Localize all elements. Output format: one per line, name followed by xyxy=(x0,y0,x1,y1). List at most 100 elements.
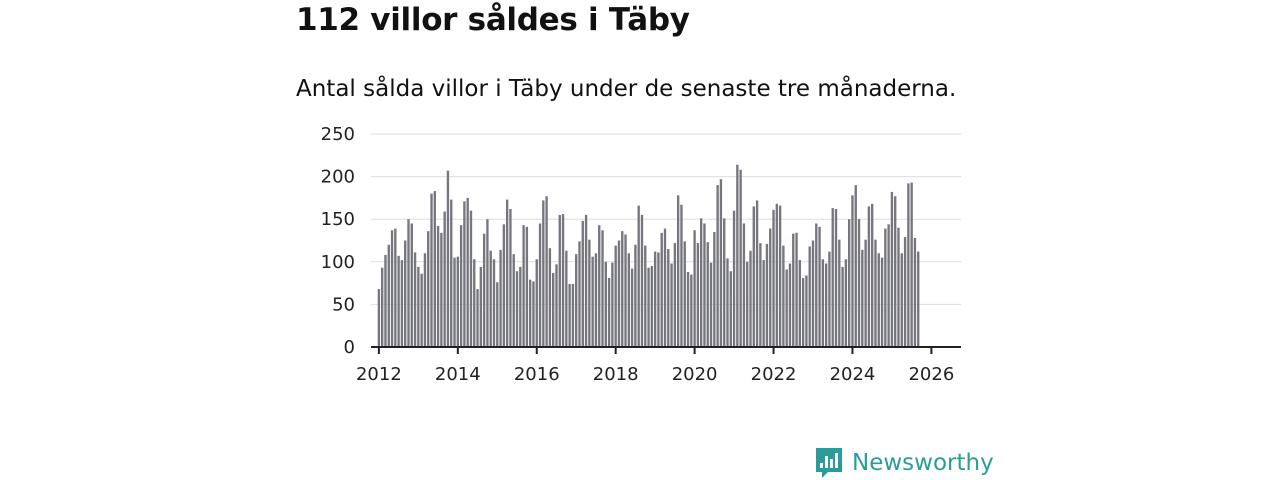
bar xyxy=(890,191,894,347)
bar xyxy=(811,240,815,347)
bar xyxy=(831,208,834,347)
bar xyxy=(466,197,469,347)
bar xyxy=(874,239,877,347)
bar xyxy=(486,219,489,347)
bar xyxy=(653,251,657,347)
bar xyxy=(847,219,851,347)
bar xyxy=(584,214,588,347)
y-axis-ticks: 0 50 100 150 200 250 xyxy=(321,124,355,358)
bar xyxy=(575,254,578,347)
bar xyxy=(443,211,446,347)
bar xyxy=(716,185,719,347)
bar xyxy=(650,266,654,347)
bar xyxy=(798,260,802,347)
bar xyxy=(630,268,634,347)
bar xyxy=(640,214,644,347)
bar xyxy=(693,230,696,347)
bar xyxy=(683,241,686,347)
bar xyxy=(910,182,913,347)
bar xyxy=(614,245,617,347)
bar xyxy=(742,223,746,347)
bar xyxy=(634,244,637,347)
bar xyxy=(502,224,506,347)
bar xyxy=(917,251,920,347)
y-tick-label: 100 xyxy=(321,252,355,273)
bar xyxy=(788,263,792,347)
bar xyxy=(568,283,571,347)
bar xyxy=(851,195,854,347)
y-tick-label: 150 xyxy=(321,209,355,230)
bar xyxy=(611,262,614,347)
bar xyxy=(607,277,611,347)
bar xyxy=(624,234,627,347)
bar xyxy=(555,264,558,347)
bar xyxy=(413,252,417,347)
bar xyxy=(532,281,535,347)
bar xyxy=(759,243,762,347)
bar xyxy=(561,214,565,347)
bar xyxy=(397,255,400,347)
bar xyxy=(709,262,713,347)
bar xyxy=(861,249,864,347)
bar xyxy=(864,239,867,347)
bar xyxy=(601,230,604,347)
bar xyxy=(726,258,729,347)
bar xyxy=(736,164,739,347)
bar xyxy=(519,266,522,347)
bar xyxy=(755,200,759,347)
bar xyxy=(377,289,381,347)
bar xyxy=(565,250,568,347)
bar xyxy=(627,253,631,347)
bar xyxy=(841,266,844,347)
bar xyxy=(548,248,552,347)
bar xyxy=(818,226,821,347)
bar xyxy=(907,183,910,347)
bar xyxy=(824,263,828,347)
bar xyxy=(621,231,624,347)
bar xyxy=(417,266,420,347)
bar xyxy=(696,243,700,347)
bar xyxy=(598,225,601,347)
bar xyxy=(552,272,555,347)
brand-name: Newsworthy xyxy=(852,450,994,476)
bar xyxy=(505,199,509,347)
bar xyxy=(673,243,677,347)
bar xyxy=(394,228,397,347)
bar xyxy=(778,205,782,347)
bar xyxy=(828,251,831,347)
bar xyxy=(390,230,394,347)
bar xyxy=(867,206,871,347)
bar xyxy=(604,261,607,347)
bar xyxy=(854,185,857,347)
bar xyxy=(594,253,598,347)
x-tick-label: 2016 xyxy=(514,364,560,385)
bar xyxy=(903,237,907,347)
bar xyxy=(571,283,575,347)
bar xyxy=(739,169,742,347)
bar xyxy=(459,225,463,347)
brand-logo: Newsworthy xyxy=(814,446,994,480)
bar xyxy=(479,266,483,347)
bar xyxy=(407,219,410,347)
bar xyxy=(469,210,473,347)
x-tick-label: 2012 xyxy=(356,364,402,385)
bar xyxy=(821,259,825,347)
bar xyxy=(769,228,772,347)
bar xyxy=(522,225,525,347)
bar xyxy=(752,206,755,347)
bar xyxy=(427,231,430,347)
bar xyxy=(450,199,453,347)
bar xyxy=(617,240,621,347)
bar xyxy=(877,253,880,347)
bar xyxy=(834,208,838,347)
x-axis-ticks: 2012 2014 2016 2018 2020 2022 2024 2026 xyxy=(356,347,954,385)
bar xyxy=(420,273,423,347)
y-tick-label: 200 xyxy=(321,167,355,188)
bar xyxy=(699,218,703,347)
bar xyxy=(404,240,407,347)
bar xyxy=(591,256,594,347)
bar xyxy=(772,209,775,347)
y-tick-label: 50 xyxy=(332,294,355,315)
bar xyxy=(749,250,752,347)
bar xyxy=(808,246,811,347)
